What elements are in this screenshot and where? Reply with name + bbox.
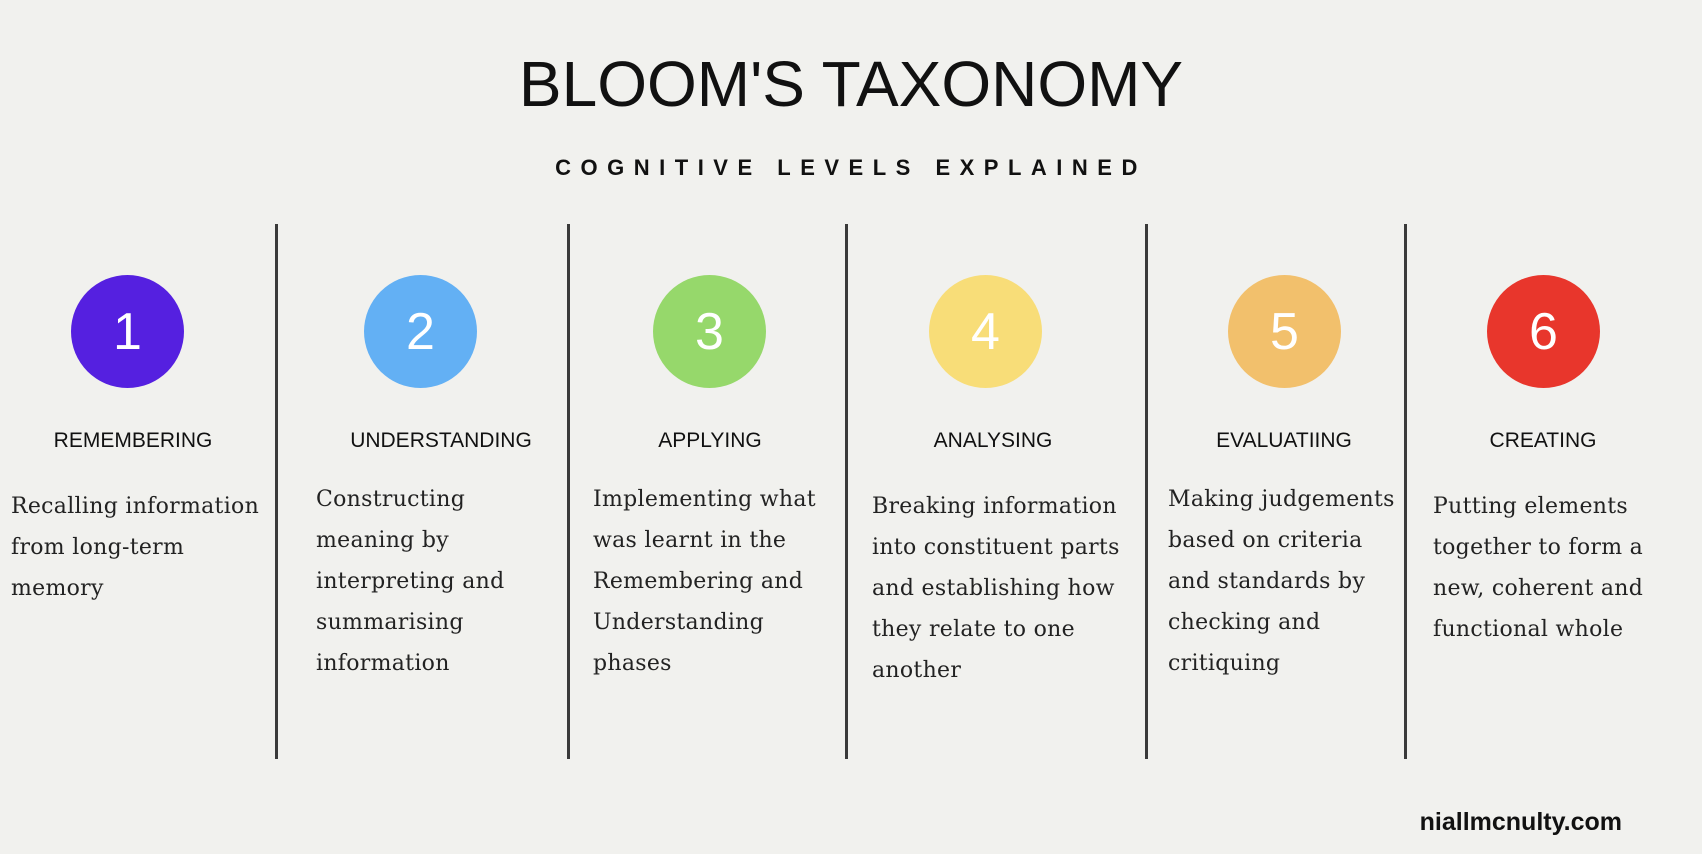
column-divider: [845, 224, 848, 759]
level-1-number-circle: 1: [71, 275, 184, 388]
level-3-name: APPLYING: [658, 429, 762, 452]
level-4-name: ANALYSING: [933, 429, 1053, 452]
level-5-name: EVALUATIING: [1216, 429, 1352, 452]
column-divider: [1404, 224, 1407, 759]
page-subtitle: COGNITIVE LEVELS EXPLAINED: [555, 155, 1147, 180]
level-4-number-circle: 4: [929, 275, 1042, 388]
level-2-number-circle: 2: [364, 275, 477, 388]
level-3-number-circle: 3: [653, 275, 766, 388]
level-5-description: Making judgements based on criteria and …: [1168, 487, 1395, 676]
level-6-number-circle: 6: [1487, 275, 1600, 388]
level-1-name: REMEMBERING: [53, 429, 213, 452]
column-divider: [1145, 224, 1148, 759]
level-6-description: Putting elements together to form a new,…: [1433, 494, 1644, 642]
column-divider: [567, 224, 570, 759]
level-1-description: Recalling information from long-term mem…: [11, 494, 260, 601]
level-3-description: Implementing what was learnt in the Reme…: [593, 487, 816, 676]
level-2-name: UNDERSTANDING: [350, 429, 532, 452]
footer-website: niallmcnulty.com: [1419, 808, 1622, 836]
column-divider: [275, 224, 278, 759]
level-4-description: Breaking information into constituent pa…: [872, 494, 1120, 683]
page-title: BLOOM'S TAXONOMY: [518, 48, 1184, 120]
level-6-name: CREATING: [1489, 429, 1597, 452]
level-5-number-circle: 5: [1228, 275, 1341, 388]
level-2-description: Constructing meaning by interpreting and…: [316, 487, 505, 676]
